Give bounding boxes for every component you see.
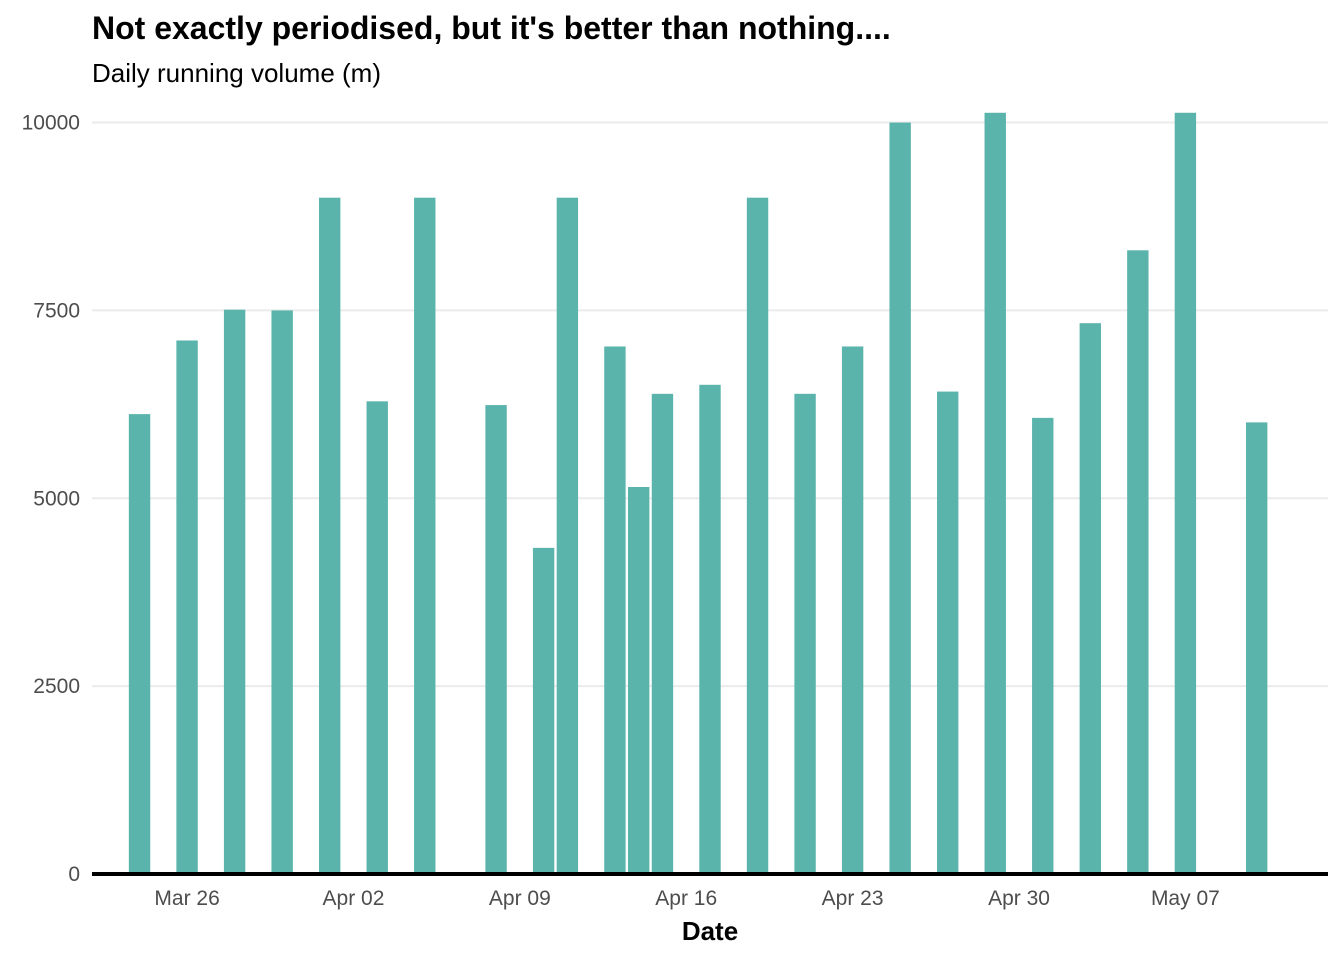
bar [1079,323,1102,875]
x-tick-label: Apr 16 [655,887,717,910]
bar [984,112,1006,874]
bar [841,346,864,874]
bar [604,346,626,874]
bar [556,197,579,874]
bar [699,384,721,874]
bar [1127,250,1149,874]
bar [414,197,436,874]
bar [128,414,151,874]
x-tick-label: Apr 02 [323,887,385,910]
chart-title: Not exactly periodised, but it's better … [92,10,891,46]
bar [176,340,198,874]
x-tick-label: Apr 09 [489,887,551,910]
bar [366,401,388,874]
x-tick-label: Mar 26 [154,887,219,910]
y-tick-label: 7500 [33,299,80,322]
bar [318,197,341,874]
bar [889,122,911,874]
x-tick-label: Apr 23 [822,887,884,910]
bar [746,197,769,874]
bar [794,393,816,874]
bar [1032,417,1054,874]
bar [936,391,959,874]
x-axis-ticks: Mar 26 Apr 02 Apr 09 Apr 16 Apr 23 Apr 30 May … [154,887,1219,910]
x-tick-label: May 07 [1151,887,1220,910]
x-axis-title: Date [682,916,738,946]
bar [1174,112,1197,874]
bar [651,393,674,874]
y-tick-label: 2500 [33,675,80,698]
y-tick-label: 10000 [22,112,80,135]
bar [1245,422,1268,874]
bar [485,405,507,874]
y-tick-label: 5000 [33,487,80,510]
chart-subtitle: Daily running volume (m) [92,58,381,88]
bar [223,309,246,874]
y-tick-label: 0 [68,863,80,886]
y-axis-ticks: 0 2500 5000 7500 10000 [22,112,80,886]
bar [627,487,650,874]
bars [128,112,1268,875]
bar [532,547,555,874]
bar [271,310,293,874]
x-tick-label: Apr 30 [988,887,1050,910]
